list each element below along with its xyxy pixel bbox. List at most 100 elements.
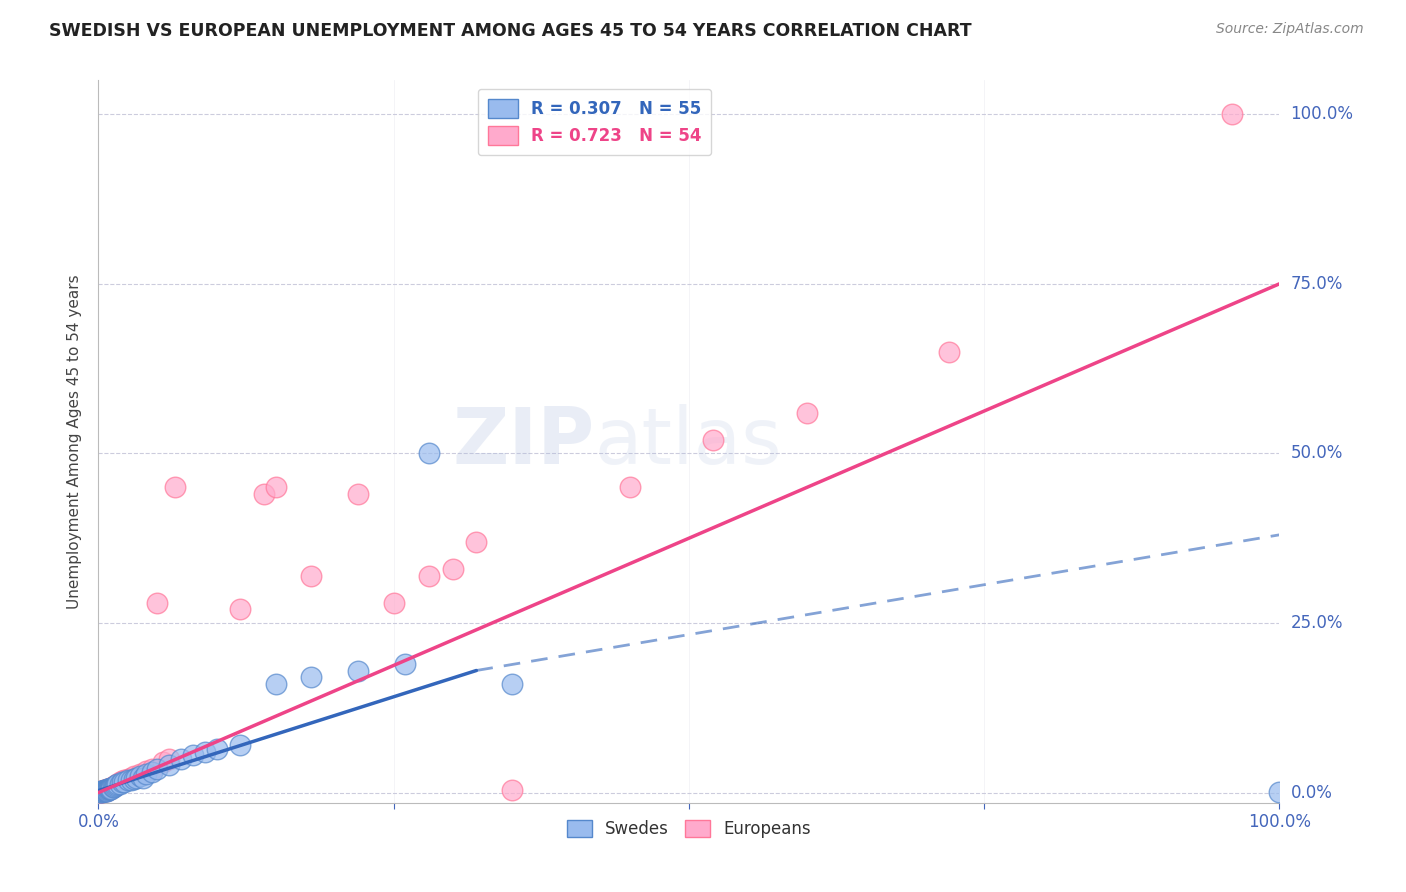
Point [135,766,157,780]
Point [94,783,117,797]
Point [122,772,145,786]
Point [125,772,148,786]
Point [157,758,180,772]
Point [105,778,128,792]
Point [111,775,134,789]
Point [122,769,145,783]
Point [111,774,134,789]
Point [89,785,111,799]
Point [96,783,118,797]
Point [100,781,122,796]
Point [96,782,118,797]
Point [108,777,131,791]
Point [98,782,121,797]
Point [101,780,124,795]
Point [93,783,115,797]
Point [98,780,121,795]
Point [128,769,150,783]
Point [418,568,440,582]
Point [146,762,169,776]
Point [96,783,118,797]
Point [91,784,114,798]
Text: 50.0%: 50.0% [1291,444,1343,462]
Point [141,762,163,776]
Legend: Swedes, Europeans: Swedes, Europeans [560,814,818,845]
Point [264,677,287,691]
Point [93,784,115,798]
Point [97,782,120,797]
Text: Source: ZipAtlas.com: Source: ZipAtlas.com [1216,22,1364,37]
Text: SWEDISH VS EUROPEAN UNEMPLOYMENT AMONG AGES 45 TO 54 YEARS CORRELATION CHART: SWEDISH VS EUROPEAN UNEMPLOYMENT AMONG A… [49,22,972,40]
Point [91,783,114,797]
Point [157,752,180,766]
Text: 25.0%: 25.0% [1291,614,1343,632]
Point [253,487,276,501]
Point [97,783,120,797]
Point [91,783,114,797]
Point [132,771,155,785]
Point [796,406,818,420]
Point [105,777,128,791]
Point [441,562,464,576]
Point [299,670,322,684]
Point [98,781,121,796]
Point [382,596,405,610]
Point [135,764,157,778]
Point [93,784,115,798]
Point [90,784,112,798]
Point [347,664,370,678]
Text: atlas: atlas [595,403,782,480]
Point [112,774,135,789]
Point [105,778,128,792]
Point [91,783,114,797]
Point [103,780,125,794]
Point [93,783,115,797]
Point [101,780,124,794]
Point [465,534,488,549]
Point [93,783,115,797]
Point [229,602,252,616]
Point [264,480,287,494]
Point [89,785,111,799]
Text: 100.0%: 100.0% [1291,105,1354,123]
Text: ZIP: ZIP [453,403,595,480]
Point [94,783,117,797]
Point [394,657,416,671]
Point [141,765,163,780]
Point [112,772,135,787]
Point [121,772,143,787]
Point [96,782,118,797]
Point [97,782,120,797]
Point [121,771,143,785]
Point [91,785,114,799]
Point [117,772,139,786]
Point [501,783,523,797]
Point [98,781,121,796]
Point [501,677,523,691]
Point [103,779,125,793]
Point [94,784,117,798]
Point [90,784,112,798]
Point [165,480,187,494]
Point [91,784,114,798]
Point [91,784,114,798]
Point [1268,785,1291,799]
Point [194,745,217,759]
Point [98,781,121,796]
Point [146,596,169,610]
Point [97,783,120,797]
Point [181,748,204,763]
Point [100,780,122,795]
Point [105,777,128,791]
Point [347,487,370,501]
Text: 75.0%: 75.0% [1291,275,1343,293]
Point [98,780,121,795]
Point [418,446,440,460]
Point [90,785,112,799]
Point [104,779,127,793]
Y-axis label: Unemployment Among Ages 45 to 54 years: Unemployment Among Ages 45 to 54 years [67,274,83,609]
Point [938,344,960,359]
Point [91,783,114,797]
Point [152,755,174,769]
Point [100,780,122,795]
